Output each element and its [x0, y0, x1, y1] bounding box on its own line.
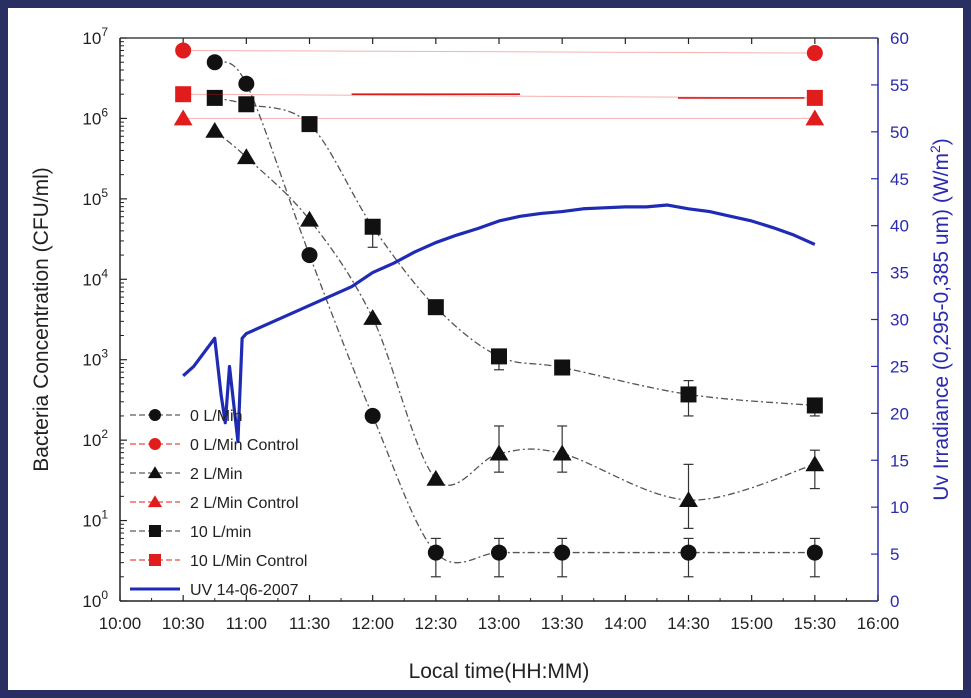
x-tick-label: 10:00 — [99, 614, 142, 633]
series-line-0-l-min — [214, 61, 815, 564]
data-point-0-l-min — [427, 544, 444, 561]
data-point-10-l-min-control — [806, 89, 823, 106]
data-point-0-l-min — [238, 75, 255, 92]
data-point-0-l-min — [301, 247, 318, 264]
data-point-2-l-min — [236, 148, 256, 165]
y2-tick-label: 25 — [890, 357, 909, 376]
y-tick-label: 106 — [82, 105, 108, 128]
data-point-2-l-min — [363, 309, 383, 325]
x-tick-label: 10:30 — [162, 614, 205, 633]
data-point-10-l-min — [301, 116, 318, 133]
data-point-0-l-min — [554, 544, 571, 561]
y2-tick-label: 40 — [890, 217, 909, 236]
y2-tick-label: 50 — [890, 123, 909, 142]
data-point-10-l-min — [364, 218, 381, 235]
y2-tick-label: 0 — [890, 592, 899, 611]
data-point-2-l-min — [426, 469, 446, 486]
data-point-2-l-min — [205, 121, 225, 138]
x-tick-label: 11:30 — [289, 614, 330, 633]
y-tick-label: 104 — [82, 266, 108, 289]
data-point-0-l-min-control — [806, 45, 823, 62]
data-point-0-l-min-control — [175, 42, 192, 59]
y2-tick-label: 55 — [890, 76, 909, 95]
legend-label-10-l-min-control: 10 L/Min Control — [190, 553, 307, 570]
y-tick-label: 105 — [82, 186, 108, 209]
x-tick-label: 13:30 — [541, 614, 584, 633]
data-point-2-l-min-control — [173, 109, 193, 126]
legend-label-0-l-min-control: 0 L/Min Control — [190, 437, 299, 454]
chart-frame: 10:00 10:30 11:00 11:30 12:00 12:30 13:00 13:30… — [8, 8, 963, 690]
legend-label-uv-14-06-2007: UV 14-06-2007 — [190, 582, 299, 599]
data-point-10-l-min — [206, 89, 223, 106]
data-point-0-l-min — [364, 407, 381, 424]
y2-tick-label: 15 — [890, 451, 909, 470]
legend-label-2-l-min-control: 2 L/Min Control — [190, 495, 299, 512]
data-point-2-l-min — [805, 455, 825, 472]
series-line-uv-14-06-2007 — [182, 203, 816, 444]
y2-axis-title: Uv Irradiance (0,295-0,385 um) (W/m2) — [927, 138, 953, 501]
data-point-2-l-min-control — [805, 109, 825, 126]
x-tick-label: 11:00 — [226, 614, 267, 633]
series-line-2-l-min — [214, 130, 816, 501]
x-tick-label: 13:00 — [478, 614, 521, 633]
data-point-10-l-min — [427, 299, 444, 316]
data-point-10-l-min — [680, 386, 697, 403]
data-point-0-l-min — [206, 54, 223, 71]
legend-marker-2-l-min — [147, 466, 163, 479]
y2-tick-label: 45 — [890, 170, 909, 189]
legend-marker-0-l-min-control — [149, 438, 161, 450]
data-point-10-l-min-control — [175, 86, 192, 103]
series-line-0-l-min-control — [183, 49, 815, 54]
y-tick-label: 103 — [82, 347, 108, 370]
data-point-2-l-min — [552, 444, 572, 461]
y2-tick-label: 10 — [890, 498, 909, 517]
legend-marker-0-l-min — [149, 409, 161, 421]
x-tick-label: 16:00 — [857, 614, 900, 633]
data-point-10-l-min — [491, 348, 507, 365]
data-point-2-l-min — [489, 444, 509, 461]
y-tick-label: 100 — [82, 588, 108, 611]
data-point-0-l-min — [491, 544, 507, 561]
y-tick-label: 102 — [82, 427, 108, 450]
data-point-0-l-min — [680, 544, 697, 561]
data-point-0-l-min — [806, 544, 823, 561]
y2-tick-label: 60 — [890, 29, 909, 48]
legend-label-0-l-min: 0 L/Min — [190, 408, 242, 425]
y-axis-title: Bacteria Concentration (CFU/ml) — [30, 167, 53, 472]
y2-tick-label: 5 — [890, 545, 899, 564]
y2-tick-label: 20 — [890, 404, 909, 423]
x-tick-label: 14:30 — [667, 614, 710, 633]
legend-label-2-l-min: 2 L/Min — [190, 466, 242, 483]
x-tick-label: 15:30 — [794, 614, 837, 633]
x-tick-label: 12:00 — [351, 614, 394, 633]
legend-marker-10-l-min — [149, 525, 161, 537]
chart-svg: 10:00 10:30 11:00 11:30 12:00 12:30 13:00 13:30… — [30, 25, 953, 683]
x-axis-title: Local time(HH:MM) — [409, 660, 590, 683]
x-tick-label: 14:00 — [604, 614, 647, 633]
legend-marker-10-l-min-control — [149, 554, 161, 566]
x-tick-label: 15:00 — [730, 614, 773, 633]
data-point-10-l-min — [554, 359, 571, 376]
x-tick-label: 12:30 — [415, 614, 458, 633]
legend-label-10-l-min: 10 L/min — [190, 524, 251, 541]
data-point-2-l-min — [300, 210, 319, 227]
data-point-2-l-min — [679, 491, 698, 507]
data-point-10-l-min — [806, 397, 823, 414]
y-tick-label: 101 — [82, 508, 108, 531]
y2-tick-label: 35 — [890, 264, 909, 283]
legend-marker-2-l-min-control — [147, 495, 163, 508]
y2-tick-label: 30 — [890, 311, 909, 330]
y-tick-label: 107 — [82, 25, 108, 48]
data-point-10-l-min — [238, 96, 255, 113]
